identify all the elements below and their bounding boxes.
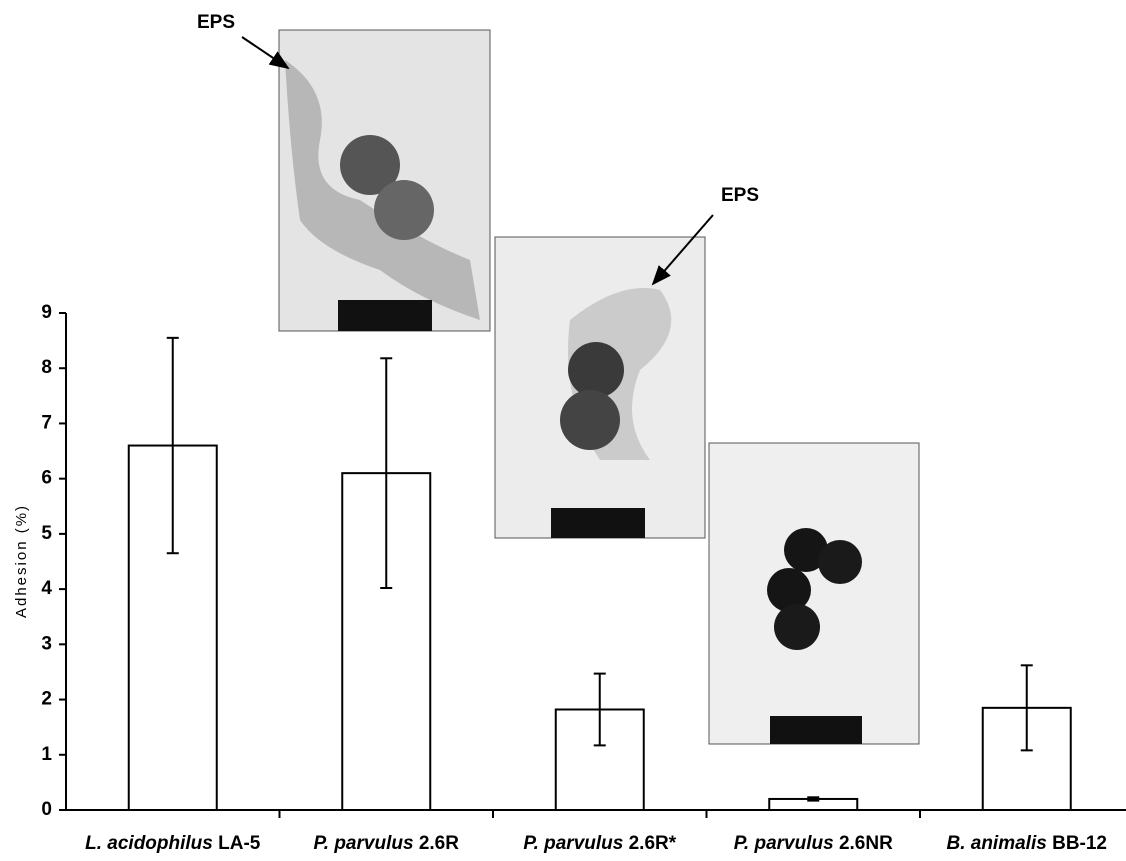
category-species: P. parvulus xyxy=(734,833,834,854)
category-species: B. animalis xyxy=(946,833,1046,854)
y-tick-label: 0 xyxy=(41,799,52,820)
y-tick-label: 6 xyxy=(41,468,52,489)
category-strain: 2.6R xyxy=(419,833,459,854)
y-tick-label: 7 xyxy=(41,412,52,433)
category-strain: BB-12 xyxy=(1052,833,1107,854)
micrograph xyxy=(495,237,705,538)
y-tick-label: 5 xyxy=(41,523,52,544)
y-axis-label: Adhesion (%) xyxy=(13,504,30,618)
x-tick-label: L. acidophilus LA-5 xyxy=(85,833,261,854)
x-tick-label: B. animalis BB-12 xyxy=(946,833,1107,854)
category-strain: 2.6NR xyxy=(839,833,893,854)
x-tick-label: P. parvulus 2.6NR xyxy=(734,833,893,854)
y-tick-label: 1 xyxy=(41,744,52,765)
x-tick-label: P. parvulus 2.6R xyxy=(314,833,460,854)
micrograph xyxy=(709,443,919,744)
y-tick-label: 3 xyxy=(41,633,52,654)
y-tick-label: 8 xyxy=(41,357,52,378)
chart: EPS EPS Adhesion (%) 0 1 2 3 4 5 6 7 8 9 L. acidop… xyxy=(0,0,1126,861)
category-species: P. parvulus xyxy=(523,833,623,854)
x-tick-label: P. parvulus 2.6R* xyxy=(523,833,676,854)
y-tick-label: 2 xyxy=(41,689,52,710)
annotation: EPS xyxy=(721,185,759,206)
annotation: EPS xyxy=(197,12,235,33)
category-species: L. acidophilus xyxy=(85,833,213,854)
category-species: P. parvulus xyxy=(314,833,414,854)
y-tick-label: 4 xyxy=(41,578,52,599)
y-tick-label: 9 xyxy=(41,302,52,323)
micrograph xyxy=(279,30,490,331)
category-strain: LA-5 xyxy=(218,833,261,854)
category-strain: 2.6R* xyxy=(629,833,677,854)
